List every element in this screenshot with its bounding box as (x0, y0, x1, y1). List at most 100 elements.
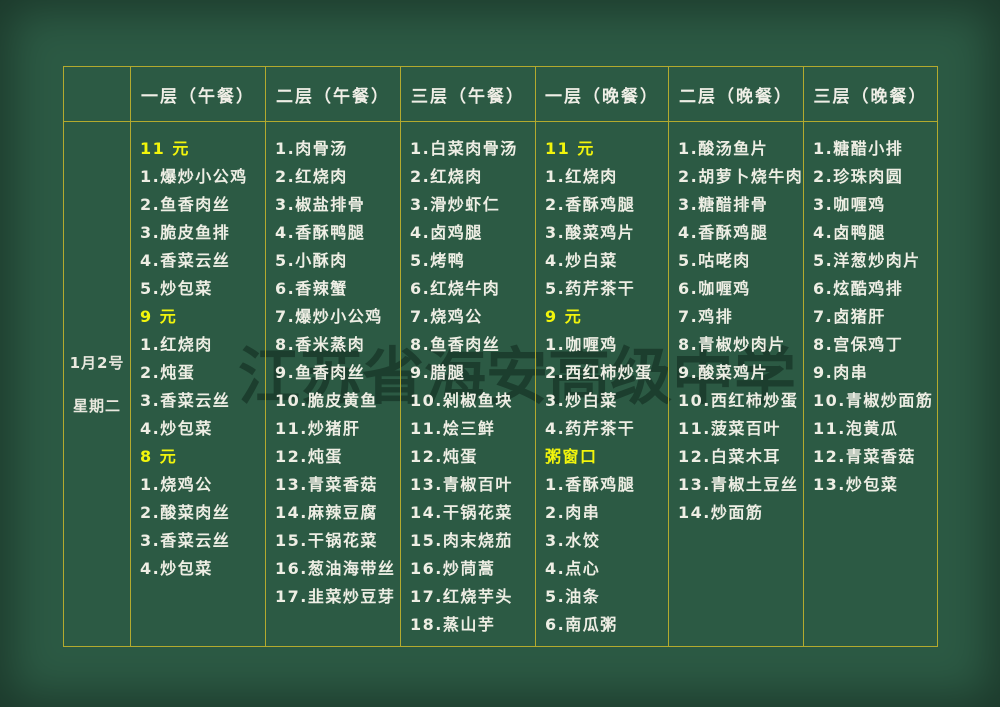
menu-item: 8.宫保鸡丁 (813, 335, 904, 354)
menu-item: 13.青菜香菇 (275, 475, 378, 494)
menu-item: 15.肉末烧茄 (410, 531, 513, 550)
menu-item: 17.红烧芋头 (410, 587, 513, 606)
menu-item: 1.白菜肉骨汤 (410, 139, 518, 158)
menu-column-4: 11 元 1.红烧肉 2.香酥鸡腿 3.酸菜鸡片 4.炒白菜 5.药芹茶干 9 元 1.咖喱鸡… (536, 122, 669, 646)
menu-item: 1.咖喱鸡 (545, 335, 618, 354)
menu-item: 10.西红柿炒蛋 (678, 391, 799, 410)
column-header-5: 二层（晚餐） (669, 67, 804, 122)
menu-item: 14.麻辣豆腐 (275, 503, 378, 522)
corner-cell (64, 67, 131, 122)
menu-item: 4.卤鸭腿 (813, 223, 886, 242)
menu-item: 5.咕咾肉 (678, 251, 751, 270)
menu-item: 5.油条 (545, 587, 601, 606)
menu-item: 12.白菜木耳 (678, 447, 781, 466)
menu-item: 10.青椒炒面筋 (813, 391, 934, 410)
column-header-2: 二层（午餐） (266, 67, 401, 122)
menu-item: 2.酸菜肉丝 (140, 503, 231, 522)
menu-item: 6.红烧牛肉 (410, 279, 501, 298)
menu-column-1: 11 元 1.爆炒小公鸡 2.鱼香肉丝 3.脆皮鱼排 4.香菜云丝 5.炒包菜 9 元 1.红… (131, 122, 266, 646)
menu-column-5: 1.酸汤鱼片 2.胡萝卜烧牛肉 3.糖醋排骨 4.香酥鸡腿 5.咕咾肉 6.咖喱鸡 7.鸡排… (669, 122, 804, 646)
menu-item: 1.香酥鸡腿 (545, 475, 636, 494)
price-label: 9 元 (545, 307, 583, 326)
menu-item: 12.炖蛋 (275, 447, 343, 466)
menu-item: 3.糖醋排骨 (678, 195, 769, 214)
price-label: 9 元 (140, 307, 178, 326)
menu-item: 4.炒包菜 (140, 559, 213, 578)
menu-item: 5.小酥肉 (275, 251, 348, 270)
menu-item: 9.肉串 (813, 363, 869, 382)
menu-table: 一层（午餐） 二层（午餐） 三层（午餐） 一层（晚餐） 二层（晚餐） 三层（晚餐） 1月2号… (63, 66, 938, 647)
menu-column-6: 1.糖醋小排 2.珍珠肉圆 3.咖喱鸡 4.卤鸭腿 5.洋葱炒肉片 6.炫酷鸡排 7.卤猪肝… (804, 122, 937, 646)
menu-item: 5.炒包菜 (140, 279, 213, 298)
menu-item: 7.爆炒小公鸡 (275, 307, 383, 326)
menu-item: 3.水饺 (545, 531, 601, 550)
menu-item: 2.肉串 (545, 503, 601, 522)
menu-item: 4.炒白菜 (545, 251, 618, 270)
menu-item: 1.烧鸡公 (140, 475, 213, 494)
menu-item: 13.炒包菜 (813, 475, 899, 494)
menu-item: 7.鸡排 (678, 307, 734, 326)
menu-item: 2.西红柿炒蛋 (545, 363, 653, 382)
menu-item: 15.干锅花菜 (275, 531, 378, 550)
menu-item: 11.烩三鲜 (410, 419, 496, 438)
menu-item: 5.烤鸭 (410, 251, 466, 270)
menu-item: 1.红烧肉 (140, 335, 213, 354)
price-label: 粥窗口 (545, 447, 598, 466)
menu-item: 1.肉骨汤 (275, 139, 348, 158)
menu-item: 1.红烧肉 (545, 167, 618, 186)
menu-item: 12.青菜香菇 (813, 447, 916, 466)
watermark: 江苏省海安高级中学 (238, 340, 797, 413)
menu-item: 9.鱼香肉丝 (275, 363, 366, 382)
menu-item: 14.炒面筋 (678, 503, 764, 522)
column-header-1: 一层（午餐） (131, 67, 266, 122)
menu-item: 4.点心 (545, 559, 601, 578)
menu-item: 4.卤鸡腿 (410, 223, 483, 242)
menu-item: 18.蒸山芋 (410, 615, 496, 634)
menu-item: 2.胡萝卜烧牛肉 (678, 167, 804, 186)
menu-item: 2.红烧肉 (275, 167, 348, 186)
column-header-3: 三层（午餐） (401, 67, 536, 122)
menu-item: 3.香菜云丝 (140, 391, 231, 410)
menu-item: 2.珍珠肉圆 (813, 167, 904, 186)
menu-item: 16.葱油海带丝 (275, 559, 396, 578)
menu-item: 3.香菜云丝 (140, 531, 231, 550)
menu-item: 1.爆炒小公鸡 (140, 167, 248, 186)
menu-item: 2.炖蛋 (140, 363, 196, 382)
menu-item: 4.香酥鸡腿 (678, 223, 769, 242)
column-header-6: 三层（晚餐） (804, 67, 937, 122)
menu-item: 1.酸汤鱼片 (678, 139, 769, 158)
menu-item: 16.炒茼蒿 (410, 559, 496, 578)
date-cell: 1月2号 星期二 (64, 122, 131, 646)
menu-item: 10.剁椒鱼块 (410, 391, 513, 410)
menu-item: 12.炖蛋 (410, 447, 478, 466)
menu-item: 6.咖喱鸡 (678, 279, 751, 298)
menu-item: 8.鱼香肉丝 (410, 335, 501, 354)
menu-item: 6.香辣蟹 (275, 279, 348, 298)
menu-item: 17.韭菜炒豆芽 (275, 587, 396, 606)
menu-column-3: 1.白菜肉骨汤 2.红烧肉 3.滑炒虾仁 4.卤鸡腿 5.烤鸭 6.红烧牛肉 7.烧鸡公 8.… (401, 122, 536, 646)
menu-item: 11.泡黄瓜 (813, 419, 899, 438)
menu-item: 5.洋葱炒肉片 (813, 251, 921, 270)
menu-item: 2.香酥鸡腿 (545, 195, 636, 214)
menu-item: 4.香菜云丝 (140, 251, 231, 270)
menu-item: 11.菠菜百叶 (678, 419, 781, 438)
menu-item: 14.干锅花菜 (410, 503, 513, 522)
date-line1: 1月2号 (69, 354, 125, 372)
price-label: 11 元 (140, 139, 190, 158)
menu-item: 4.药芹茶干 (545, 419, 636, 438)
menu-item: 7.烧鸡公 (410, 307, 483, 326)
menu-item: 3.炒白菜 (545, 391, 618, 410)
menu-column-2: 1.肉骨汤 2.红烧肉 3.椒盐排骨 4.香酥鸭腿 5.小酥肉 6.香辣蟹 7.爆炒小公鸡 8… (266, 122, 401, 646)
menu-item: 6.炫酷鸡排 (813, 279, 904, 298)
menu-item: 8.青椒炒肉片 (678, 335, 786, 354)
menu-item: 4.炒包菜 (140, 419, 213, 438)
menu-item: 10.脆皮黄鱼 (275, 391, 378, 410)
price-label: 8 元 (140, 447, 178, 466)
menu-item: 1.糖醋小排 (813, 139, 904, 158)
menu-item: 9.酸菜鸡片 (678, 363, 769, 382)
menu-item: 2.红烧肉 (410, 167, 483, 186)
menu-item: 3.滑炒虾仁 (410, 195, 501, 214)
menu-item: 2.鱼香肉丝 (140, 195, 231, 214)
menu-item: 5.药芹茶干 (545, 279, 636, 298)
